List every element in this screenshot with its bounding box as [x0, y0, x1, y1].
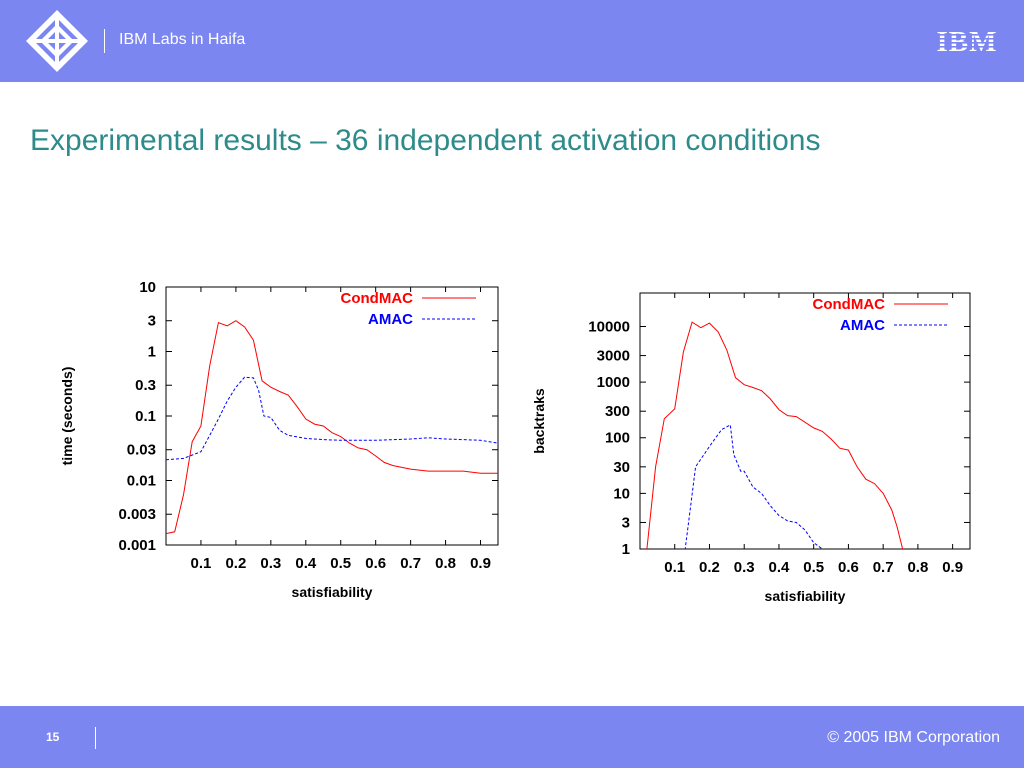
backtracks-x-tick-label: 0.5 [803, 559, 824, 576]
time-chart-svg: 0.1 0.2 0.3 0.4 0.5 0.6 0.7 0.8 0.9 10 3 1 0.3 0.1 0.0… [59, 279, 499, 600]
backtracks-x-axis-label: satisfiability [765, 588, 846, 604]
time-x-tick-label: 0.5 [330, 555, 351, 572]
ibm-logo: IBM [932, 26, 1002, 56]
header-divider [104, 29, 105, 53]
backtracks-y-axis-label: backtraks [531, 388, 547, 454]
header-bar: IBM Labs in Haifa IBM [0, 0, 1024, 82]
time-chart: 0.1 0.2 0.3 0.4 0.5 0.6 0.7 0.8 0.9 10 3 1 0.3 0.1 0.0… [42, 272, 542, 617]
time-x-tick-label: 0.3 [260, 555, 281, 572]
time-x-tick-label: 0.8 [435, 555, 456, 572]
footer-bar: 15 © 2005 IBM Corporation [0, 706, 1024, 768]
time-x-tick-label: 0.6 [365, 555, 386, 572]
backtracks-y-tick-label: 30 [613, 459, 630, 476]
backtracks-chart-svg: 0.1 0.2 0.3 0.4 0.5 0.6 0.7 0.8 0.9 10000 3000 1000… [531, 292, 971, 604]
time-y-tick-label: 0.003 [118, 506, 156, 523]
time-x-tick-label: 0.7 [400, 555, 421, 572]
backtracks-x-tick-label: 0.4 [769, 559, 791, 576]
time-y-tick-label: 0.1 [135, 408, 156, 425]
backtracks-series-amac-line [684, 424, 825, 549]
backtracks-x-tick-label: 0.7 [873, 559, 894, 576]
time-y-tick-label: 0.03 [127, 442, 156, 459]
lab-name: IBM Labs in Haifa [119, 31, 246, 48]
footer-divider [95, 727, 96, 749]
backtracks-y-tick-label: 10 [613, 485, 630, 502]
backtracks-legend-amac-label: AMAC [840, 317, 885, 334]
time-y-tick-label: 0.001 [118, 537, 156, 554]
time-y-tick-label: 10 [139, 279, 156, 296]
time-legend-condmac-label: CondMAC [341, 290, 414, 307]
time-y-tick-label: 0.3 [135, 377, 156, 394]
time-x-tick-label: 0.1 [191, 555, 212, 572]
time-x-tick-label: 0.9 [470, 555, 491, 572]
time-series-condmac-line [166, 320, 498, 535]
backtracks-x-tick-label: 0.1 [664, 559, 685, 576]
time-y-axis-label: time (seconds) [59, 367, 75, 466]
diamond-grid-logo-icon [26, 10, 88, 72]
time-y-tick-label: 3 [148, 313, 156, 330]
backtracks-chart: 0.1 0.2 0.3 0.4 0.5 0.6 0.7 0.8 0.9 10000 3000 1000… [518, 272, 1018, 617]
backtracks-y-tick-label: 100 [605, 430, 630, 447]
backtracks-x-tick-label: 0.2 [699, 559, 720, 576]
backtracks-y-tick-label: 1 [622, 541, 630, 558]
backtracks-x-tick-label: 0.8 [907, 559, 928, 576]
time-x-tick-label: 0.2 [225, 555, 246, 572]
backtracks-legend-condmac-label: CondMAC [813, 296, 886, 313]
time-y-tick-label: 1 [148, 344, 156, 361]
page-number: 15 [46, 730, 60, 744]
time-legend-amac-label: AMAC [368, 311, 413, 328]
backtracks-y-tick-label: 3000 [597, 348, 630, 365]
backtracks-y-tick-label: 300 [605, 403, 630, 420]
backtracks-y-tick-label: 1000 [597, 374, 630, 391]
backtracks-series-condmac-line [646, 321, 904, 549]
time-series-amac-line [166, 376, 498, 461]
backtracks-x-tick-label: 0.9 [942, 559, 963, 576]
backtracks-y-tick-label: 3 [622, 514, 630, 531]
backtracks-x-tick-label: 0.6 [838, 559, 859, 576]
time-x-axis-label: satisfiability [292, 584, 373, 600]
backtracks-y-tick-label: 10000 [588, 318, 630, 335]
copyright: © 2005 IBM Corporation [827, 729, 1000, 746]
time-plot-frame [165, 286, 499, 546]
backtracks-x-tick-label: 0.3 [734, 559, 755, 576]
time-x-tick-label: 0.4 [295, 555, 317, 572]
backtracks-plot-frame [639, 292, 971, 550]
time-y-tick-label: 0.01 [127, 473, 156, 490]
slide-title: Experimental results – 36 independent ac… [30, 124, 821, 157]
